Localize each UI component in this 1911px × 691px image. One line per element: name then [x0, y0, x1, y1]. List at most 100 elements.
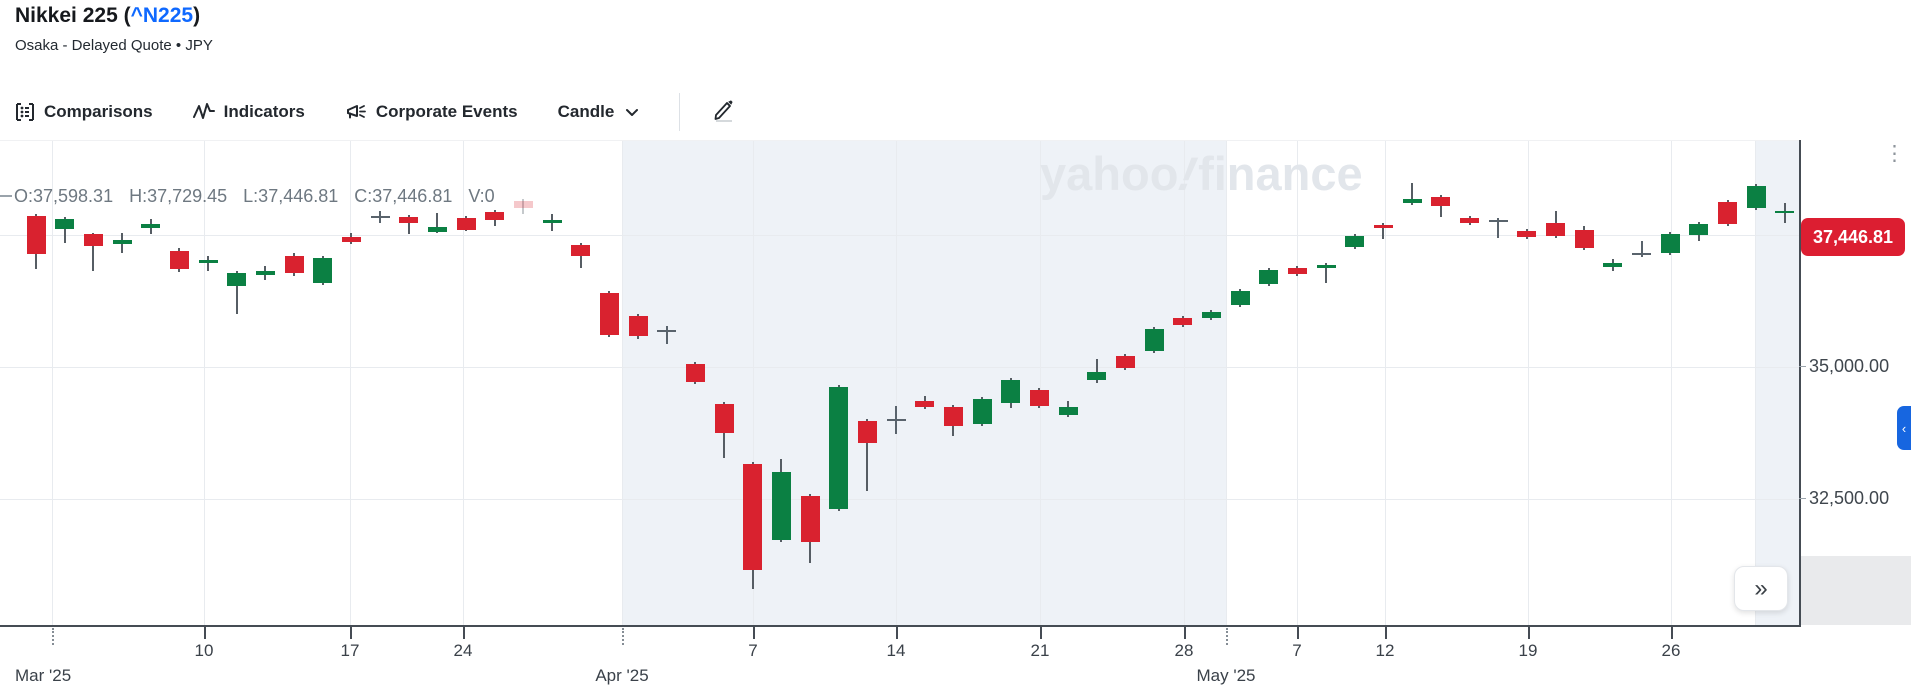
x-axis-tick-label: 26 — [1661, 641, 1681, 660]
candle[interactable] — [1231, 291, 1250, 305]
candle[interactable] — [1546, 223, 1565, 236]
chart-toolbar: Comparisons Indicators Corporate Events … — [15, 92, 740, 132]
candle[interactable] — [801, 496, 820, 542]
candle-wick — [522, 199, 524, 214]
candle[interactable] — [1202, 312, 1221, 318]
candle[interactable] — [399, 217, 418, 223]
candle[interactable] — [457, 218, 476, 230]
candle[interactable] — [170, 251, 189, 269]
candle-wick — [1784, 203, 1786, 223]
x-axis-tick-label: 17 — [340, 641, 360, 660]
candle[interactable] — [84, 234, 103, 246]
candle[interactable] — [371, 216, 390, 218]
indicators-button[interactable]: Indicators — [192, 102, 305, 122]
candle[interactable] — [686, 364, 705, 382]
candle[interactable] — [1431, 197, 1450, 206]
comparisons-icon — [15, 102, 35, 122]
candle[interactable] — [1259, 270, 1278, 284]
month-label: Apr '25 — [595, 666, 649, 685]
month-shade-band — [622, 141, 1226, 626]
vertical-gridline — [1040, 141, 1041, 626]
month-label: May '25 — [1196, 666, 1256, 685]
candle[interactable] — [1775, 211, 1794, 213]
candle[interactable] — [256, 271, 275, 275]
candle[interactable] — [227, 273, 246, 286]
candle[interactable] — [743, 464, 762, 570]
candle[interactable] — [858, 421, 877, 443]
candle[interactable] — [428, 227, 447, 232]
candle[interactable] — [285, 256, 304, 273]
x-axis-tick-label: 28 — [1174, 641, 1194, 660]
candle[interactable] — [1059, 407, 1078, 415]
candle[interactable] — [27, 216, 46, 254]
more-options-button[interactable]: ⋮ — [1884, 142, 1905, 165]
candle[interactable] — [1460, 218, 1479, 223]
collapse-panel-tab[interactable]: ‹ — [1897, 406, 1911, 450]
month-label: Mar '25 — [15, 666, 72, 685]
candle[interactable] — [657, 330, 676, 332]
last-price-badge: 37,446.81 — [1801, 218, 1905, 256]
candle[interactable] — [543, 220, 562, 223]
x-axis-tick-label: 24 — [453, 641, 473, 660]
candle[interactable] — [199, 260, 218, 263]
candle[interactable] — [113, 240, 132, 244]
toolbar-divider — [679, 93, 681, 131]
price-axis-tick — [1799, 498, 1806, 499]
vertical-gridline — [1184, 141, 1185, 626]
candle[interactable] — [571, 245, 590, 256]
candle[interactable] — [1489, 220, 1508, 222]
candle[interactable] — [715, 404, 734, 433]
vertical-gridline — [350, 141, 351, 626]
candle[interactable] — [1632, 253, 1651, 255]
candle[interactable] — [829, 387, 848, 509]
candle[interactable] — [514, 201, 533, 208]
draw-tool-button[interactable] — [706, 95, 740, 129]
vertical-gridline — [896, 141, 897, 626]
candle[interactable] — [1403, 199, 1422, 203]
candlestick-chart-plot[interactable] — [0, 140, 1799, 626]
candle[interactable] — [1747, 186, 1766, 208]
corporate-events-button[interactable]: Corporate Events — [345, 102, 518, 122]
candle[interactable] — [313, 258, 332, 283]
candle[interactable] — [887, 419, 906, 421]
candle[interactable] — [1517, 231, 1536, 237]
candle[interactable] — [1116, 356, 1135, 368]
comparisons-button[interactable]: Comparisons — [15, 102, 153, 122]
candle[interactable] — [1087, 372, 1106, 380]
symbol-link[interactable]: ^N225 — [130, 4, 194, 27]
candle[interactable] — [1689, 224, 1708, 235]
candle[interactable] — [600, 293, 619, 335]
candle[interactable] — [55, 219, 74, 229]
candle[interactable] — [1374, 225, 1393, 228]
candle[interactable] — [1317, 265, 1336, 268]
candle[interactable] — [141, 224, 160, 228]
candle[interactable] — [1288, 268, 1307, 274]
legend-open: O:37,598.31 — [14, 186, 114, 206]
candle[interactable] — [1030, 390, 1049, 406]
candle[interactable] — [342, 237, 361, 242]
candle-wick — [1440, 195, 1442, 217]
candle[interactable] — [1718, 202, 1737, 224]
expand-chart-button[interactable]: » — [1734, 566, 1788, 611]
candle[interactable] — [1173, 318, 1192, 325]
candle[interactable] — [1603, 263, 1622, 267]
chart-type-dropdown[interactable]: Candle — [558, 102, 640, 122]
candle[interactable] — [1575, 230, 1594, 248]
vertical-gridline — [1297, 141, 1298, 626]
candle[interactable] — [629, 316, 648, 336]
candle[interactable] — [1145, 329, 1164, 351]
candle[interactable] — [485, 212, 504, 220]
candle[interactable] — [1661, 234, 1680, 253]
candle[interactable] — [915, 401, 934, 407]
candle[interactable] — [772, 472, 791, 540]
instrument-name: Nikkei 225 — [15, 4, 118, 27]
candle-wick — [866, 419, 868, 491]
x-axis-tick — [1528, 625, 1530, 639]
candle[interactable] — [944, 407, 963, 426]
candle[interactable] — [1345, 236, 1364, 247]
x-axis-tick — [1184, 625, 1186, 639]
exchange-subtitle: Osaka - Delayed Quote • JPY — [15, 37, 213, 54]
price-axis-label: 35,000.00 — [1809, 356, 1890, 376]
candle[interactable] — [973, 399, 992, 424]
candle[interactable] — [1001, 380, 1020, 403]
